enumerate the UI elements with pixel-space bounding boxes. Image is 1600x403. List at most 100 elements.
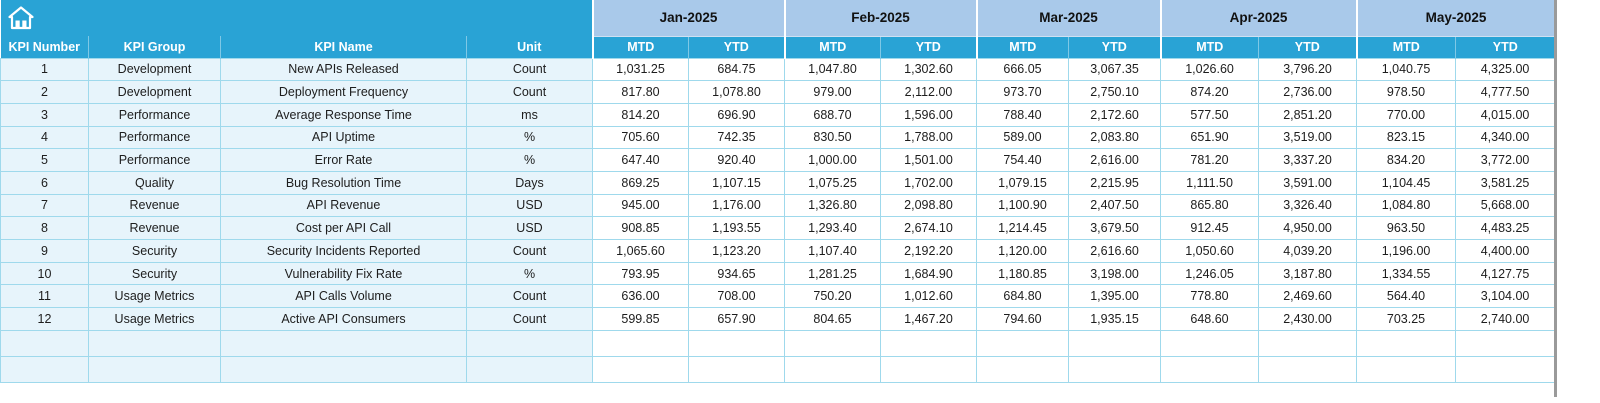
value-cell-mar-ytd: 3,198.00 <box>1068 261 1162 286</box>
unit-cell: Count <box>466 284 593 309</box>
value-cell-apr-ytd: 2,851.20 <box>1258 102 1358 127</box>
home-icon[interactable] <box>7 5 35 31</box>
value-cell-feb-ytd: 1,702.00 <box>880 170 978 195</box>
unit-cell: % <box>466 125 593 150</box>
value-cell-jan-ytd: 1,176.00 <box>687 193 786 218</box>
empty-cell <box>976 355 1070 383</box>
kpi-number-cell: 11 <box>0 284 89 309</box>
value-cell-feb-ytd: 2,112.00 <box>880 80 978 104</box>
column-header-feb-mtd[interactable]: MTD <box>783 36 881 58</box>
value-cell-may-mtd: 1,040.75 <box>1356 57 1457 82</box>
table-row[interactable]: 1 Development New APIs Released Count 1,031.… <box>0 57 1554 82</box>
value-cell-apr-ytd: 3,187.80 <box>1258 261 1358 286</box>
value-cell-mar-ytd: 2,750.10 <box>1068 80 1162 104</box>
value-cell-feb-mtd: 830.50 <box>784 125 882 150</box>
value-cell-mar-ytd: 2,172.60 <box>1068 102 1162 127</box>
table-row[interactable]: 12 Usage Metrics Active API Consumers Count… <box>0 307 1554 331</box>
unit-cell: Count <box>466 57 593 82</box>
value-cell-apr-mtd: 865.80 <box>1160 193 1260 218</box>
value-cell-apr-ytd: 3,796.20 <box>1258 57 1358 82</box>
empty-cell <box>1160 329 1260 357</box>
value-cell-jan-mtd: 636.00 <box>592 284 689 309</box>
empty-cell <box>220 355 467 383</box>
table-row[interactable]: 5 Performance Error Rate% 647.40 920.40 1,000… <box>0 148 1554 172</box>
column-header-kpi-name[interactable]: KPI Name <box>220 36 467 58</box>
table-bottom-strip <box>0 388 1554 397</box>
value-cell-feb-ytd: 1,684.90 <box>880 261 978 286</box>
kpi-number-cell: 12 <box>0 307 89 331</box>
value-cell-feb-mtd: 979.00 <box>784 80 882 104</box>
value-cell-may-ytd: 4,127.75 <box>1455 261 1554 286</box>
table-row[interactable]: 8 Revenue Cost per API Call USD 908.85 1,193.… <box>0 216 1554 240</box>
empty-cell <box>88 355 221 383</box>
column-header-kpi-number[interactable]: KPI Number <box>0 36 89 58</box>
empty-cell <box>466 329 593 357</box>
table-row[interactable]: 7 Revenue API Revenue USD 945.00 1,176.00 1,32… <box>0 193 1554 218</box>
unit-cell: USD <box>466 193 593 218</box>
value-cell-feb-mtd: 1,047.80 <box>784 57 882 82</box>
value-cell-may-mtd: 1,196.00 <box>1356 239 1457 263</box>
table-row[interactable]: 3 Performance Average Response Time ms 814.2… <box>0 102 1554 127</box>
value-cell-apr-ytd: 4,950.00 <box>1258 216 1358 240</box>
column-header-may-mtd[interactable]: MTD <box>1355 36 1456 58</box>
column-header-jan-ytd[interactable]: YTD <box>687 36 785 58</box>
value-cell-may-mtd: 834.20 <box>1356 148 1457 172</box>
column-header-jan-mtd[interactable]: MTD <box>591 36 689 58</box>
column-header-may-ytd[interactable]: YTD <box>1455 36 1554 58</box>
month-banner-row: Jan-2025 Feb-2025 Mar-2025 Apr-2025 May-… <box>0 0 1554 37</box>
value-cell-jan-ytd: 684.75 <box>687 57 786 82</box>
unit-cell: % <box>466 261 593 286</box>
column-header-apr-ytd[interactable]: YTD <box>1258 36 1357 58</box>
column-header-mar-ytd[interactable]: YTD <box>1068 36 1161 58</box>
value-cell-apr-mtd: 1,026.60 <box>1160 57 1260 82</box>
kpi-group-cell: Revenue <box>88 193 221 218</box>
empty-cell <box>784 355 882 383</box>
value-cell-feb-mtd: 1,281.25 <box>784 261 882 286</box>
kpi-name-cell: Cost per API Call <box>220 216 467 240</box>
column-header-kpi-group[interactable]: KPI Group <box>88 36 221 58</box>
empty-cell <box>1455 329 1554 357</box>
table-row[interactable]: 6 Quality Bug Resolution Time Days 869.25 1,1… <box>0 170 1554 195</box>
empty-cell <box>1258 329 1358 357</box>
table-row[interactable]: 11 Usage Metrics API Calls Volume Count 636.… <box>0 284 1554 309</box>
table-row[interactable]: 2 Development Deployment Frequency Count 817… <box>0 80 1554 104</box>
value-cell-mar-ytd: 2,407.50 <box>1068 193 1162 218</box>
value-cell-jan-ytd: 742.35 <box>687 125 786 150</box>
home-banner-cell[interactable] <box>0 0 593 36</box>
value-cell-may-mtd: 770.00 <box>1356 102 1457 127</box>
table-row-empty <box>0 329 1554 357</box>
table-row-empty <box>0 355 1554 383</box>
empty-cell <box>784 329 882 357</box>
table-body: 1 Development New APIs Released Count 1,031.… <box>0 57 1554 383</box>
kpi-group-cell: Performance <box>88 125 221 150</box>
value-cell-mar-mtd: 666.05 <box>976 57 1070 82</box>
unit-cell: Count <box>466 307 593 331</box>
value-cell-jan-mtd: 945.00 <box>592 193 689 218</box>
table-row[interactable]: 4 Performance API Uptime% 705.60 742.35 830.5… <box>0 125 1554 150</box>
table-row[interactable]: 9 Security Security Incidents Reported Coun… <box>0 239 1554 263</box>
value-cell-mar-mtd: 794.60 <box>976 307 1070 331</box>
empty-cell <box>1068 329 1162 357</box>
value-cell-mar-ytd: 2,215.95 <box>1068 170 1162 195</box>
column-header-mar-mtd[interactable]: MTD <box>975 36 1069 58</box>
value-cell-feb-ytd: 1,596.00 <box>880 102 978 127</box>
column-header-unit[interactable]: Unit <box>466 36 593 58</box>
value-cell-apr-mtd: 778.80 <box>1160 284 1260 309</box>
value-cell-mar-mtd: 1,100.90 <box>976 193 1070 218</box>
value-cell-mar-mtd: 1,214.45 <box>976 216 1070 240</box>
value-cell-feb-ytd: 2,674.10 <box>880 216 978 240</box>
kpi-table: Jan-2025 Feb-2025 Mar-2025 Apr-2025 May-… <box>0 0 1554 383</box>
value-cell-apr-mtd: 1,111.50 <box>1160 170 1260 195</box>
column-header-apr-mtd[interactable]: MTD <box>1159 36 1259 58</box>
table-row[interactable]: 10 Security Vulnerability Fix Rate% 793.95 9… <box>0 261 1554 286</box>
column-header-row: KPI Number KPI Group KPI Name Unit MTD Y… <box>0 36 1554 58</box>
kpi-group-cell: Quality <box>88 170 221 195</box>
column-header-feb-ytd[interactable]: YTD <box>880 36 977 58</box>
kpi-number-cell: 6 <box>0 170 89 195</box>
value-cell-may-mtd: 1,104.45 <box>1356 170 1457 195</box>
kpi-name-cell: Active API Consumers <box>220 307 467 331</box>
value-cell-jan-ytd: 934.65 <box>687 261 786 286</box>
value-cell-may-mtd: 703.25 <box>1356 307 1457 331</box>
value-cell-apr-ytd: 2,736.00 <box>1258 80 1358 104</box>
value-cell-feb-mtd: 688.70 <box>784 102 882 127</box>
